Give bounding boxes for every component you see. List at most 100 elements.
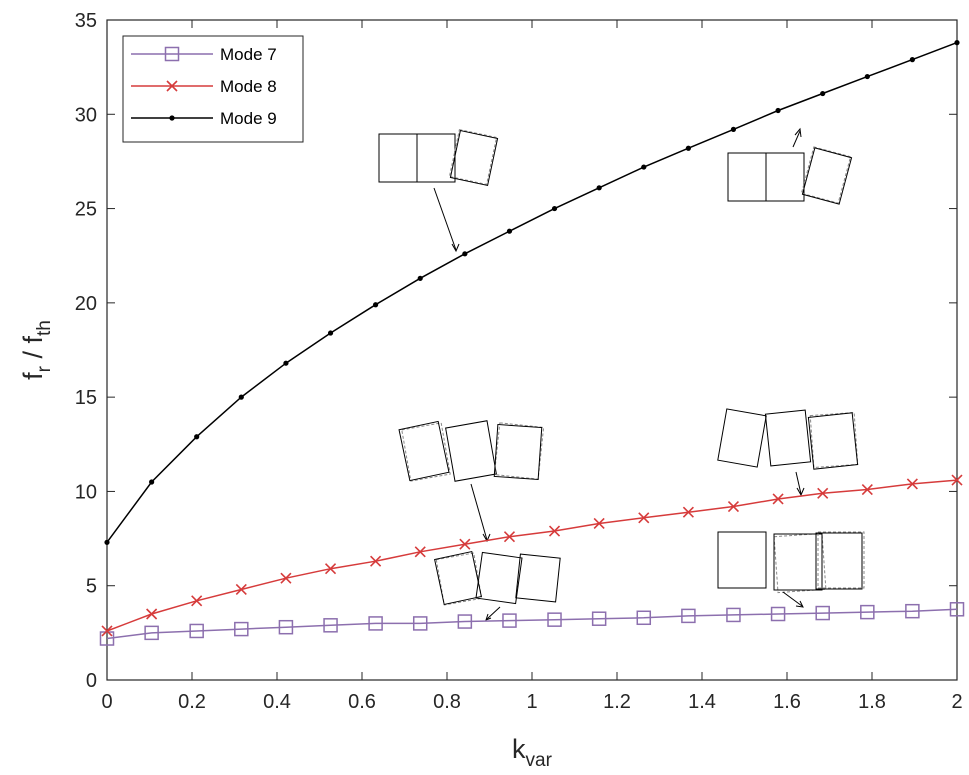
data-point-mode-8 — [191, 595, 203, 607]
mode8-shape-sketch-b — [717, 408, 859, 497]
data-point-mode-8 — [638, 512, 650, 524]
data-point-mode-9 — [283, 360, 289, 366]
data-point-mode-8 — [146, 608, 158, 620]
x-tick-label: 0.2 — [178, 691, 206, 713]
x-tick-label: 1.6 — [773, 691, 801, 713]
data-point-mode-7 — [144, 625, 159, 641]
mode8-annotation-arrow-a — [470, 483, 488, 541]
data-point-mode-8 — [593, 517, 605, 530]
data-point-mode-8 — [459, 538, 471, 550]
y-tick-label: 35 — [75, 10, 97, 32]
data-point-mode-7 — [457, 614, 473, 629]
x-tick-label: 2 — [951, 691, 962, 713]
legend-swatch-marker — [166, 80, 178, 92]
data-point-mode-7 — [278, 619, 294, 635]
series-layer — [99, 40, 965, 646]
data-point-mode-7 — [234, 621, 249, 637]
data-point-mode-8 — [324, 563, 337, 575]
y-tick-label: 15 — [75, 387, 97, 409]
x-tick-label: 1 — [526, 691, 537, 713]
data-point-mode-9 — [194, 434, 200, 440]
legend-swatch-marker — [164, 46, 180, 62]
data-point-mode-7 — [189, 623, 204, 639]
data-point-mode-7 — [770, 606, 786, 622]
data-point-mode-9 — [775, 107, 781, 114]
data-point-mode-8 — [906, 478, 918, 490]
data-point-mode-7 — [591, 611, 607, 626]
data-point-mode-9 — [238, 394, 244, 400]
y-axis-ticks: 0 5 10 15 20 25 30 35 — [75, 10, 957, 692]
data-point-mode-7 — [323, 618, 338, 633]
x-axis-label-main: k — [512, 734, 526, 764]
data-point-mode-9 — [730, 126, 737, 132]
y-axis-label-f-r: f — [18, 372, 48, 380]
legend-item-mode-8: Mode 8 — [131, 77, 277, 96]
y-axis-label-f-th: / f — [18, 336, 48, 367]
data-point-mode-9 — [820, 90, 826, 97]
x-tick-label: 1.4 — [688, 691, 716, 713]
data-point-mode-9 — [596, 185, 602, 191]
data-point-mode-9 — [864, 73, 870, 80]
y-tick-label: 0 — [86, 670, 97, 692]
y-tick-label: 25 — [75, 199, 97, 221]
x-axis-label: kvar — [512, 734, 553, 771]
data-point-mode-7 — [681, 608, 696, 624]
data-point-mode-7 — [726, 607, 741, 623]
mode-shape-sketches — [378, 127, 865, 621]
data-point-mode-8 — [861, 483, 873, 496]
legend-swatch-marker — [169, 115, 175, 121]
legend-label: Mode 9 — [220, 109, 277, 128]
data-point-mode-7 — [412, 616, 428, 631]
y-tick-label: 30 — [75, 104, 97, 126]
x-tick-label: 0.8 — [433, 691, 461, 713]
data-point-mode-8 — [682, 506, 694, 518]
y-axis-label-sub-th: th — [34, 320, 55, 336]
legend-label: Mode 7 — [220, 45, 277, 64]
data-point-mode-8 — [548, 525, 561, 537]
series-line-mode-7 — [106, 608, 958, 640]
data-point-mode-8 — [817, 487, 829, 499]
data-point-mode-7 — [547, 612, 562, 627]
data-point-mode-9 — [373, 302, 379, 308]
data-point-mode-8 — [727, 500, 740, 513]
series-line-mode-8 — [106, 479, 958, 632]
data-point-mode-7 — [636, 610, 652, 626]
data-point-mode-7 — [949, 602, 965, 617]
data-point-mode-8 — [235, 583, 247, 596]
data-point-mode-9 — [909, 57, 915, 63]
data-point-mode-9 — [954, 40, 960, 46]
series-line-mode-9 — [106, 41, 958, 543]
mode7-annotation-arrow-b — [782, 591, 803, 607]
x-tick-label: 0 — [101, 691, 112, 713]
y-tick-label: 20 — [75, 293, 97, 315]
data-point-mode-9 — [462, 251, 468, 257]
legend: Mode 7 Mode 8 Mode 9 — [122, 35, 304, 143]
y-tick-label: 5 — [86, 576, 97, 598]
mode7-shape-sketch-b — [717, 531, 865, 608]
data-point-mode-8 — [951, 474, 963, 486]
mode8-annotation-arrow-b — [795, 471, 802, 495]
legend-item-mode-7: Mode 7 — [131, 45, 277, 64]
x-tick-label: 0.6 — [348, 691, 376, 713]
x-axis-label-sub: var — [526, 750, 553, 771]
series-mode-9 — [104, 40, 960, 545]
data-point-mode-8 — [280, 572, 292, 584]
mode9-shape-sketch-b — [727, 127, 853, 205]
mode8-shape-sketch-a — [398, 420, 545, 543]
data-point-mode-9 — [685, 145, 692, 151]
data-point-mode-8 — [370, 555, 382, 567]
data-point-mode-7 — [368, 616, 383, 631]
data-point-mode-9 — [149, 479, 155, 485]
series-mode-8 — [101, 474, 963, 637]
series-mode-7 — [99, 602, 965, 646]
mode7-shape-sketch-a — [434, 550, 561, 621]
x-tick-label: 1.2 — [603, 691, 631, 713]
data-point-mode-8 — [503, 531, 516, 543]
data-point-mode-8 — [101, 625, 113, 637]
data-point-mode-9 — [327, 330, 334, 336]
data-point-mode-9 — [641, 164, 647, 170]
data-point-mode-7 — [860, 604, 875, 620]
y-axis-label-sub-r: r — [34, 365, 55, 372]
data-point-mode-7 — [815, 605, 830, 621]
